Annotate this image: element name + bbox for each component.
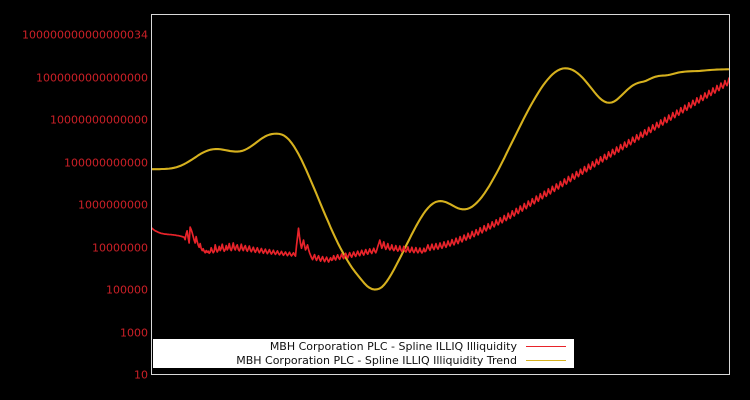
trend-line-path: [152, 67, 729, 291]
series-group-illiq: [152, 77, 729, 263]
y-tick-label: 1000000000000000: [36, 71, 148, 85]
legend-swatch-trend: [526, 360, 566, 361]
y-tick-label: 1000000000: [78, 198, 148, 212]
legend-label-trend: MBH Corporation PLC - Spline ILLIQ Illiq…: [236, 353, 517, 367]
y-tick-label: 100000: [106, 283, 148, 297]
y-tick-label: 1000: [120, 326, 148, 340]
y-tick-label: 10: [134, 368, 148, 382]
illiquidity-line-path: [152, 77, 729, 263]
legend-entry-trend: MBH Corporation PLC - Spline ILLIQ Illiq…: [153, 354, 568, 368]
y-tick-label: 100000000000: [64, 156, 148, 170]
series-group-trend: [152, 67, 729, 291]
y-tick-label: 10000000: [92, 241, 148, 255]
plot-svg: [152, 67, 729, 291]
y-axis: 100000000000000034 1000000000000000 100000…: [0, 0, 148, 400]
legend-label-illiquidity: MBH Corporation PLC - Spline ILLIQ Illiq…: [269, 339, 517, 353]
y-tick-label: 100000000000000034: [22, 28, 148, 42]
legend-entry-illiquidity: MBH Corporation PLC - Spline ILLIQ Illiq…: [153, 340, 568, 354]
plot-area: [151, 14, 730, 375]
y-tick-label: 10000000000000: [50, 113, 148, 127]
legend-swatch-illiquidity: [526, 346, 566, 347]
legend: MBH Corporation PLC - Spline ILLIQ Illiq…: [152, 338, 575, 369]
